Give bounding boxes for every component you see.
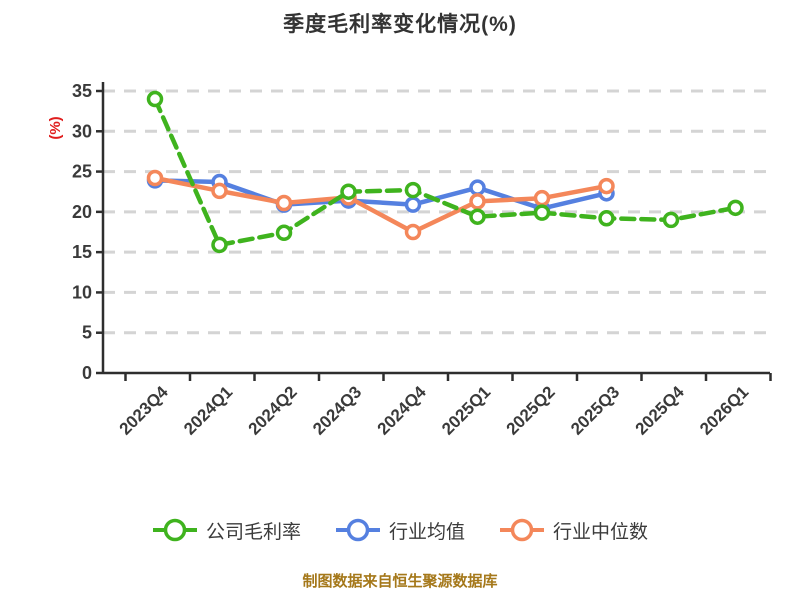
data-point-公司毛利率	[533, 204, 551, 221]
x-tick-label: 2023Q4	[116, 382, 173, 439]
x-tick-label: 2024Q2	[245, 382, 301, 438]
y-tick-label: 10	[72, 282, 92, 302]
data-point-公司毛利率	[211, 236, 228, 254]
data-point-行业中位数	[469, 193, 486, 210]
x-tick-label: 2024Q3	[309, 382, 365, 438]
y-tick-label: 0	[82, 363, 92, 383]
y-tick-label: 20	[72, 202, 92, 222]
legend-item[interactable]: 行业中位数	[499, 516, 648, 544]
y-axis-label: (%)	[47, 116, 64, 139]
data-point-公司毛利率	[727, 199, 744, 217]
x-tick-label: 2025Q1	[438, 382, 494, 438]
data-point-行业中位数	[533, 189, 551, 207]
x-tick-label: 2026Q1	[696, 382, 752, 438]
legend: 公司毛利率 行业均值 行业中位数	[0, 516, 800, 544]
y-tick-label: 25	[72, 162, 92, 182]
series-line-行业均值	[152, 178, 609, 211]
legend-item[interactable]: 行业均值	[335, 516, 465, 544]
data-point-公司毛利率	[275, 224, 293, 242]
x-tick-label: 2024Q4	[374, 382, 431, 439]
data-point-行业中位数	[146, 169, 164, 187]
data-point-公司毛利率	[146, 90, 164, 108]
legend-item[interactable]: 公司毛利率	[152, 516, 301, 544]
data-point-行业均值	[469, 179, 486, 196]
legend-label: 公司毛利率	[205, 521, 301, 543]
legend-marker-icon	[152, 518, 197, 542]
data-point-公司毛利率	[469, 208, 486, 225]
data-source-caption: 制图数据来自恒生聚源数据库	[302, 573, 498, 590]
data-point-行业中位数	[404, 223, 422, 241]
data-point-公司毛利率	[340, 183, 357, 200]
series-line-行业中位数	[152, 175, 609, 235]
data-point-行业中位数	[275, 194, 293, 212]
x-tick-label: 2024Q1	[180, 382, 236, 438]
data-point-行业均值	[404, 196, 422, 213]
legend-label: 行业中位数	[553, 521, 649, 543]
y-tick-label: 35	[72, 81, 92, 101]
x-tick-label: 2025Q2	[503, 382, 559, 438]
chart-title: 季度毛利率变化情况(%)	[283, 13, 517, 36]
data-point-公司毛利率	[598, 210, 615, 227]
data-point-公司毛利率	[404, 181, 422, 199]
data-point-公司毛利率	[662, 211, 680, 229]
data-point-行业中位数	[211, 182, 228, 200]
legend-marker-icon	[335, 518, 380, 542]
legend-marker-icon	[500, 518, 544, 542]
x-tick-label: 2025Q3	[567, 382, 623, 438]
series-line-公司毛利率	[152, 96, 738, 248]
y-tick-label: 30	[72, 121, 92, 141]
y-tick-label: 15	[72, 242, 92, 262]
x-tick-label: 2025Q4	[632, 382, 689, 439]
legend-label: 行业均值	[388, 521, 465, 543]
y-tick-label: 5	[82, 323, 92, 343]
data-point-行业中位数	[598, 177, 615, 195]
